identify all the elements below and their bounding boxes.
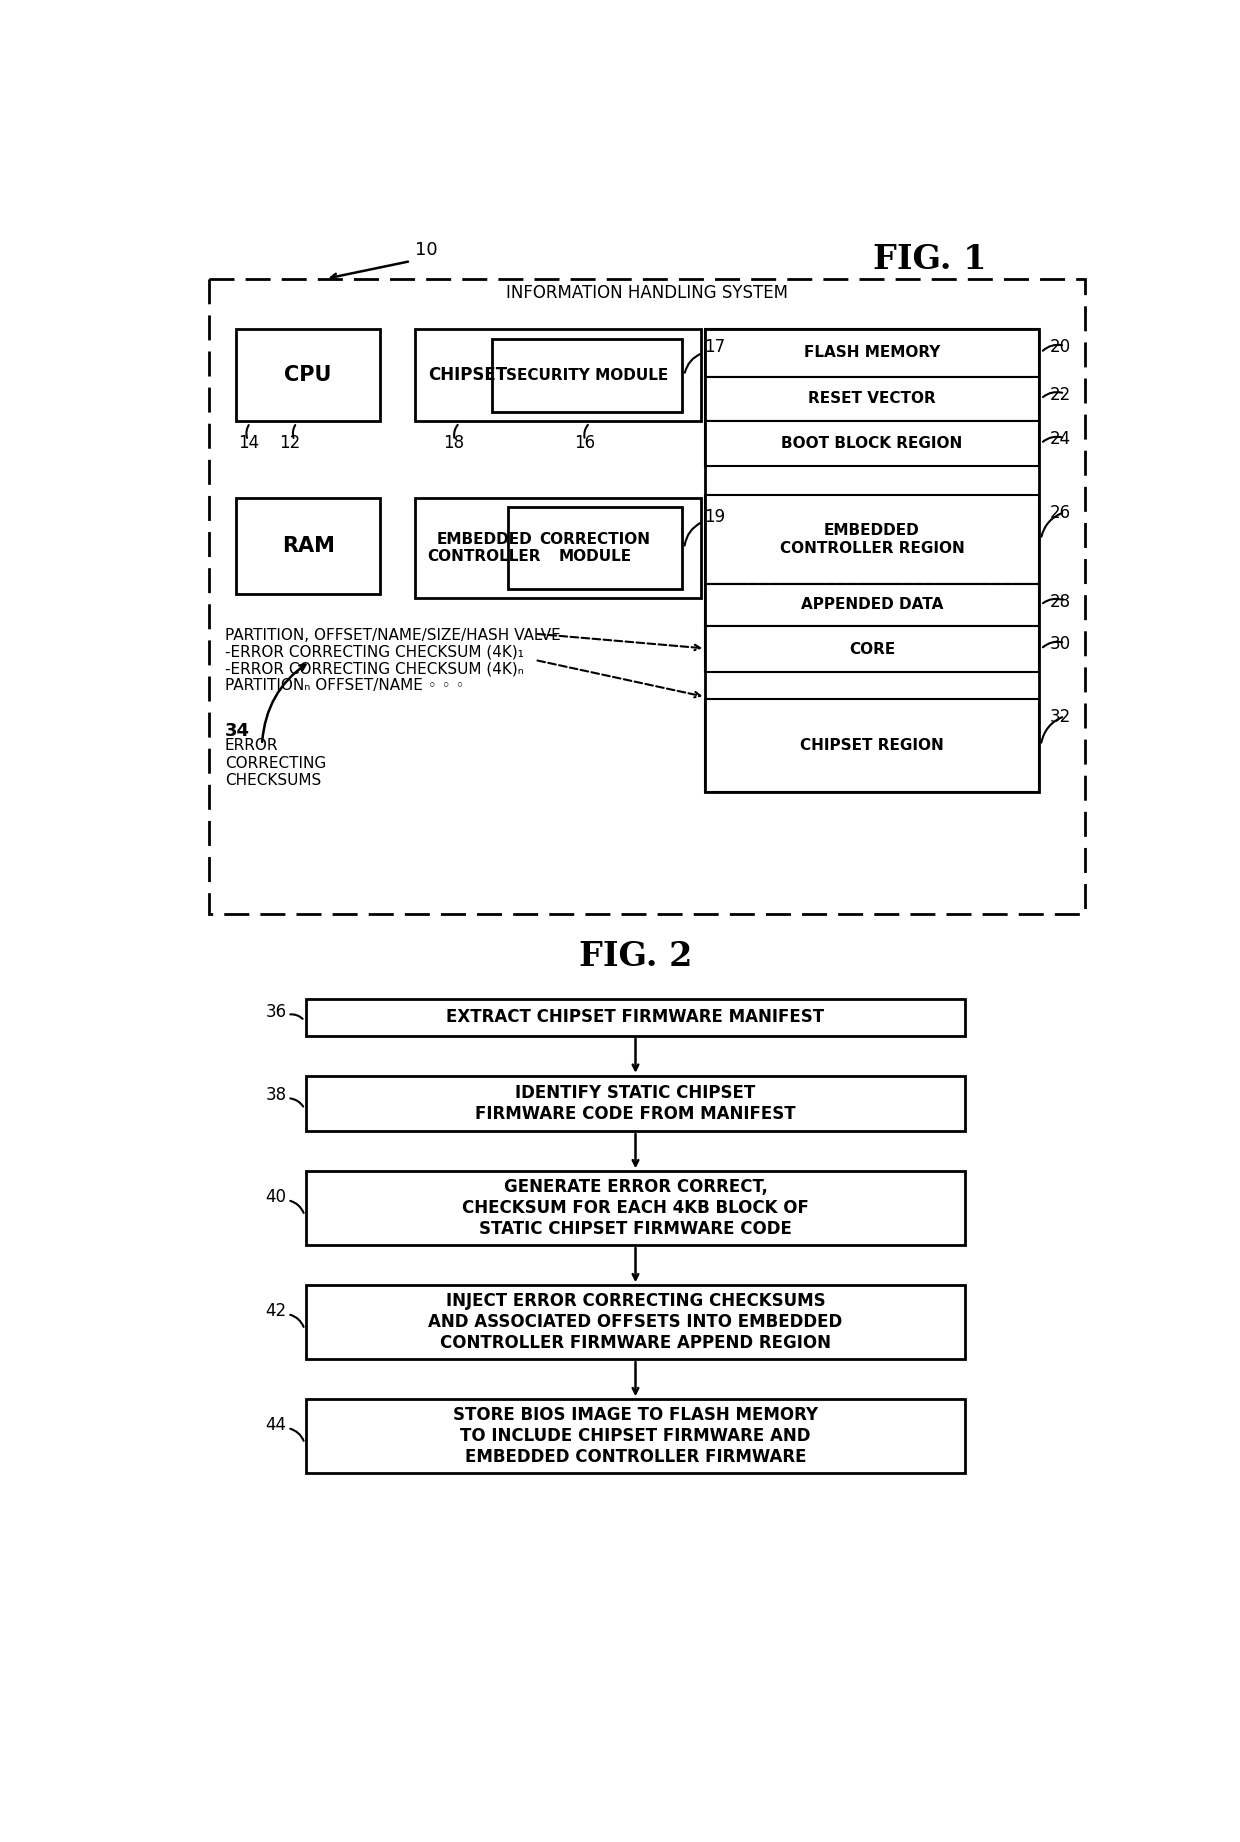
Text: FIG. 1: FIG. 1 xyxy=(873,243,987,276)
Text: PARTITIONₙ OFFSET/NAME ◦ ◦ ◦: PARTITIONₙ OFFSET/NAME ◦ ◦ ◦ xyxy=(224,678,464,693)
Bar xyxy=(306,1400,965,1474)
Bar xyxy=(306,1172,965,1245)
Bar xyxy=(706,495,1039,584)
Text: 42: 42 xyxy=(265,1302,286,1321)
Text: 26: 26 xyxy=(1050,505,1071,523)
Bar xyxy=(414,497,702,599)
Text: 14: 14 xyxy=(238,435,259,451)
Text: INJECT ERROR CORRECTING CHECKSUMS
AND ASSOCIATED OFFSETS INTO EMBEDDED
CONTROLLE: INJECT ERROR CORRECTING CHECKSUMS AND AS… xyxy=(428,1293,843,1352)
Bar xyxy=(706,330,1039,376)
Text: 36: 36 xyxy=(265,1002,286,1020)
Text: 28: 28 xyxy=(1050,593,1071,612)
Bar xyxy=(706,376,1039,422)
Text: EXTRACT CHIPSET FIRMWARE MANIFEST: EXTRACT CHIPSET FIRMWARE MANIFEST xyxy=(446,1008,825,1026)
Text: 18: 18 xyxy=(443,435,464,451)
Text: PARTITION, OFFSET/NAME/SIZE/HASH VALVE: PARTITION, OFFSET/NAME/SIZE/HASH VALVE xyxy=(224,628,560,643)
Text: 17: 17 xyxy=(704,337,725,356)
Text: FLASH MEMORY: FLASH MEMORY xyxy=(804,344,940,361)
Bar xyxy=(210,278,1085,914)
Bar xyxy=(706,584,1039,626)
Bar xyxy=(237,330,379,422)
Text: CHIPSET REGION: CHIPSET REGION xyxy=(800,739,944,753)
Text: APPENDED DATA: APPENDED DATA xyxy=(801,597,944,612)
Bar xyxy=(414,330,702,422)
Text: 38: 38 xyxy=(265,1087,286,1103)
Text: RESET VECTOR: RESET VECTOR xyxy=(808,391,936,407)
Bar xyxy=(237,497,379,595)
Text: -ERROR CORRECTING CHECKSUM (4K)₁: -ERROR CORRECTING CHECKSUM (4K)₁ xyxy=(224,645,523,659)
Text: ERROR
CORRECTING
CHECKSUMS: ERROR CORRECTING CHECKSUMS xyxy=(224,739,326,788)
Text: -ERROR CORRECTING CHECKSUM (4K)ₙ: -ERROR CORRECTING CHECKSUM (4K)ₙ xyxy=(224,661,523,676)
Text: 40: 40 xyxy=(265,1188,286,1207)
Text: EMBEDDED
CONTROLLER REGION: EMBEDDED CONTROLLER REGION xyxy=(780,523,965,556)
Bar xyxy=(306,1286,965,1359)
Bar xyxy=(492,339,682,413)
Text: 16: 16 xyxy=(574,435,595,451)
Text: 34: 34 xyxy=(224,722,249,739)
Bar xyxy=(306,998,965,1035)
Text: SECURITY MODULE: SECURITY MODULE xyxy=(506,368,668,383)
Bar xyxy=(706,330,1039,792)
Text: FIG. 2: FIG. 2 xyxy=(579,939,692,973)
Text: RAM: RAM xyxy=(281,536,335,556)
Text: 44: 44 xyxy=(265,1416,286,1435)
Text: 24: 24 xyxy=(1050,431,1071,448)
Text: 32: 32 xyxy=(1050,709,1071,726)
Text: IDENTIFY STATIC CHIPSET
FIRMWARE CODE FROM MANIFEST: IDENTIFY STATIC CHIPSET FIRMWARE CODE FR… xyxy=(475,1085,796,1124)
Text: 19: 19 xyxy=(704,508,725,525)
Text: 10: 10 xyxy=(415,241,438,260)
Text: CORE: CORE xyxy=(848,641,895,656)
Text: CPU: CPU xyxy=(284,365,332,385)
Text: BOOT BLOCK REGION: BOOT BLOCK REGION xyxy=(781,437,962,451)
Text: 30: 30 xyxy=(1050,635,1071,654)
Text: 22: 22 xyxy=(1050,385,1071,403)
Bar xyxy=(706,700,1039,792)
Text: 12: 12 xyxy=(279,435,300,451)
Bar xyxy=(507,508,682,589)
Text: 20: 20 xyxy=(1050,339,1071,356)
Text: STORE BIOS IMAGE TO FLASH MEMORY
TO INCLUDE CHIPSET FIRMWARE AND
EMBEDDED CONTRO: STORE BIOS IMAGE TO FLASH MEMORY TO INCL… xyxy=(453,1405,818,1466)
Text: GENERATE ERROR CORRECT,
CHECKSUM FOR EACH 4KB BLOCK OF
STATIC CHIPSET FIRMWARE C: GENERATE ERROR CORRECT, CHECKSUM FOR EAC… xyxy=(463,1179,808,1238)
Text: CORRECTION
MODULE: CORRECTION MODULE xyxy=(539,532,650,564)
Bar xyxy=(306,1076,965,1131)
Text: INFORMATION HANDLING SYSTEM: INFORMATION HANDLING SYSTEM xyxy=(506,284,789,302)
Text: EMBEDDED
CONTROLLER: EMBEDDED CONTROLLER xyxy=(428,532,541,564)
Bar xyxy=(706,422,1039,466)
Text: CHIPSET: CHIPSET xyxy=(428,367,507,383)
Bar xyxy=(706,626,1039,672)
